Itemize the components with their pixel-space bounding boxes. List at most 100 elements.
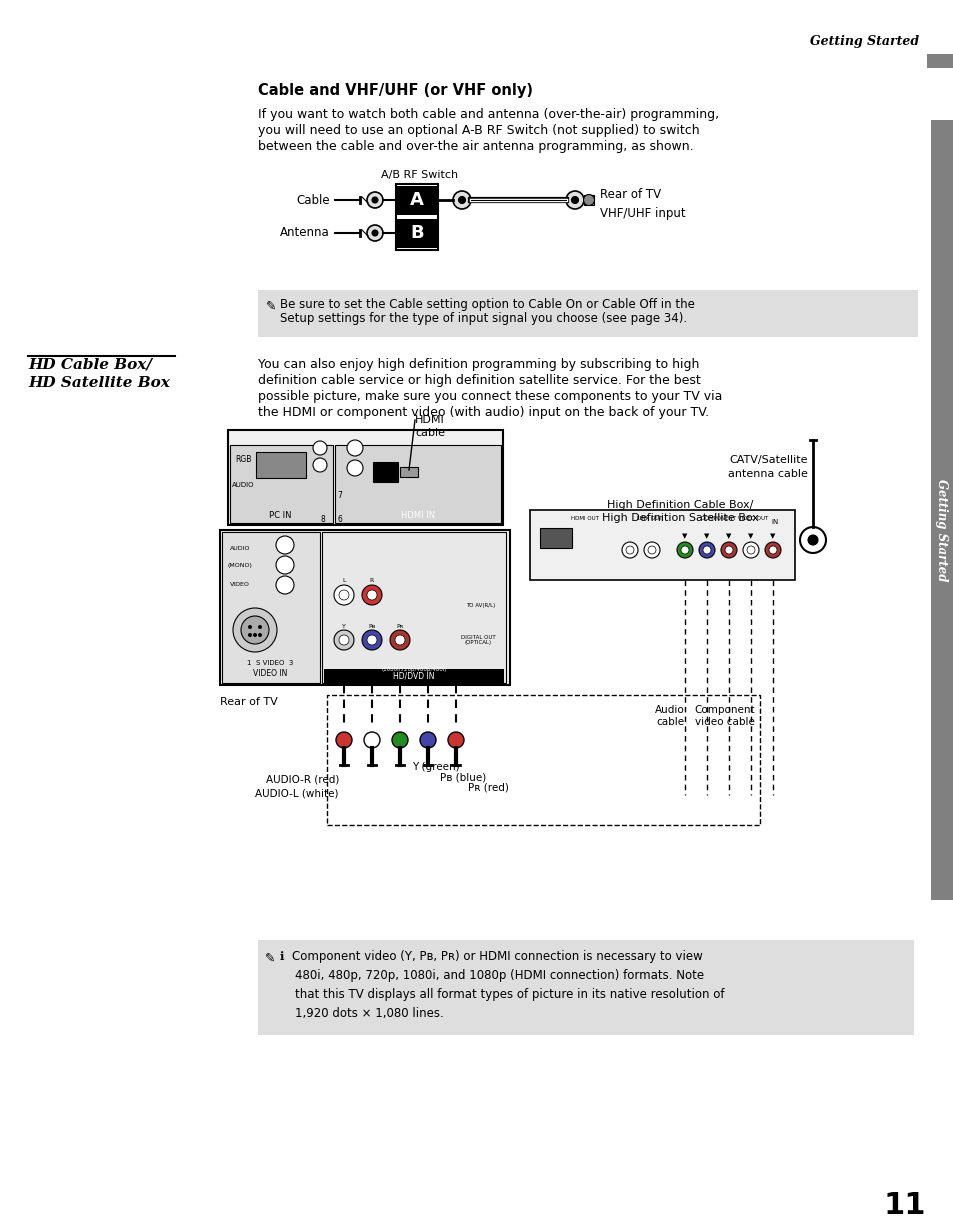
Circle shape bbox=[313, 440, 327, 455]
Circle shape bbox=[625, 546, 634, 555]
Bar bbox=[230, 445, 333, 523]
Text: Antenna: Antenna bbox=[280, 227, 330, 239]
Circle shape bbox=[742, 542, 759, 558]
Circle shape bbox=[372, 229, 377, 236]
Bar bbox=[583, 195, 594, 205]
Text: Setup settings for the type of input signal you choose (see page 34).: Setup settings for the type of input sig… bbox=[280, 312, 686, 325]
Bar bbox=[373, 463, 397, 482]
Circle shape bbox=[677, 542, 692, 558]
Bar bbox=[496, 675, 503, 683]
Circle shape bbox=[275, 556, 294, 574]
Bar bbox=[395, 184, 437, 250]
Text: 6: 6 bbox=[337, 515, 342, 524]
Bar bbox=[255, 452, 306, 479]
Circle shape bbox=[335, 733, 352, 748]
Text: TO AV(R/L): TO AV(R/L) bbox=[466, 602, 496, 607]
Bar bbox=[322, 533, 505, 683]
Text: VIDEO IN: VIDEO IN bbox=[253, 669, 287, 677]
Text: Y: Y bbox=[342, 623, 346, 628]
Text: ✎: ✎ bbox=[265, 952, 275, 964]
Text: AUDIO: AUDIO bbox=[232, 482, 254, 488]
Bar bbox=[530, 510, 794, 580]
Circle shape bbox=[807, 535, 817, 545]
Bar bbox=[396, 218, 436, 248]
Text: Getting Started: Getting Started bbox=[935, 479, 947, 582]
Text: Getting Started: Getting Started bbox=[809, 36, 918, 49]
Circle shape bbox=[702, 546, 710, 555]
Bar bbox=[257, 290, 917, 337]
Text: AUDIO-L (white): AUDIO-L (white) bbox=[255, 788, 338, 798]
Text: High Definition Cable Box/: High Definition Cable Box/ bbox=[606, 499, 753, 510]
Text: PC IN: PC IN bbox=[269, 510, 292, 519]
Text: ▼: ▼ bbox=[747, 533, 753, 539]
Text: antenna cable: antenna cable bbox=[727, 469, 807, 479]
Circle shape bbox=[565, 191, 583, 209]
Text: 11: 11 bbox=[882, 1190, 925, 1220]
Text: LINK OUT: LINK OUT bbox=[637, 515, 662, 520]
Bar bbox=[930, 120, 953, 899]
Text: Pʙ (blue): Pʙ (blue) bbox=[439, 772, 486, 782]
Text: 7: 7 bbox=[337, 491, 342, 499]
Bar bbox=[220, 530, 510, 685]
Circle shape bbox=[746, 546, 754, 555]
Circle shape bbox=[390, 629, 410, 650]
Text: AUDIO-R (red): AUDIO-R (red) bbox=[265, 775, 338, 785]
Circle shape bbox=[361, 629, 381, 650]
Circle shape bbox=[334, 585, 354, 605]
Circle shape bbox=[768, 546, 776, 555]
Text: You can also enjoy high definition programming by subscribing to high: You can also enjoy high definition progr… bbox=[257, 358, 699, 371]
Circle shape bbox=[338, 636, 349, 645]
Circle shape bbox=[367, 636, 376, 645]
Circle shape bbox=[583, 195, 594, 205]
Text: Audio
cable: Audio cable bbox=[655, 706, 684, 728]
Bar bbox=[325, 675, 333, 683]
Text: between the cable and over-the air antenna programming, as shown.: between the cable and over-the air anten… bbox=[257, 140, 693, 153]
Text: possible picture, make sure you connect these components to your TV via: possible picture, make sure you connect … bbox=[257, 390, 721, 402]
Bar bbox=[257, 940, 913, 1036]
Text: HD Satellite Box: HD Satellite Box bbox=[28, 375, 170, 390]
Bar bbox=[230, 583, 333, 598]
Bar bbox=[399, 467, 417, 477]
Text: Rear of TV: Rear of TV bbox=[220, 697, 277, 707]
Text: 5: 5 bbox=[497, 686, 501, 692]
Text: (1080i/720p/480p/480i): (1080i/720p/480p/480i) bbox=[381, 666, 446, 671]
Text: HD Cable Box/: HD Cable Box/ bbox=[28, 358, 152, 372]
Text: (MONO): (MONO) bbox=[228, 562, 253, 568]
Circle shape bbox=[257, 625, 262, 629]
Circle shape bbox=[347, 460, 363, 476]
Circle shape bbox=[571, 196, 578, 204]
Bar bbox=[539, 528, 572, 548]
Circle shape bbox=[392, 733, 408, 748]
Circle shape bbox=[800, 528, 825, 553]
Circle shape bbox=[724, 546, 732, 555]
Text: Rear of TV: Rear of TV bbox=[599, 189, 660, 201]
Circle shape bbox=[334, 629, 354, 650]
Circle shape bbox=[458, 196, 465, 204]
Text: ✎: ✎ bbox=[266, 299, 276, 313]
Text: Cable and VHF/UHF (or VHF only): Cable and VHF/UHF (or VHF only) bbox=[257, 83, 533, 98]
Circle shape bbox=[253, 633, 256, 637]
Text: Pʀ: Pʀ bbox=[395, 623, 403, 628]
Bar bbox=[335, 583, 500, 598]
Circle shape bbox=[248, 633, 252, 637]
Text: A: A bbox=[410, 191, 423, 209]
Text: R: R bbox=[370, 578, 374, 584]
Circle shape bbox=[448, 733, 463, 748]
Text: A/B RF Switch: A/B RF Switch bbox=[381, 171, 458, 180]
Bar bbox=[222, 533, 319, 683]
Circle shape bbox=[241, 616, 269, 644]
Text: RGB: RGB bbox=[234, 455, 251, 465]
Circle shape bbox=[372, 198, 377, 202]
Text: you will need to use an optional A-B RF Switch (not supplied) to switch: you will need to use an optional A-B RF … bbox=[257, 124, 699, 137]
Text: ▼: ▼ bbox=[725, 533, 731, 539]
Bar bbox=[324, 669, 503, 683]
Circle shape bbox=[248, 625, 252, 629]
Circle shape bbox=[364, 733, 379, 748]
Circle shape bbox=[313, 458, 327, 472]
Text: HD/DVD IN: HD/DVD IN bbox=[393, 671, 435, 681]
Circle shape bbox=[764, 542, 781, 558]
Circle shape bbox=[419, 733, 436, 748]
Circle shape bbox=[257, 633, 262, 637]
Bar bbox=[926, 54, 953, 67]
Text: 8: 8 bbox=[320, 515, 325, 524]
